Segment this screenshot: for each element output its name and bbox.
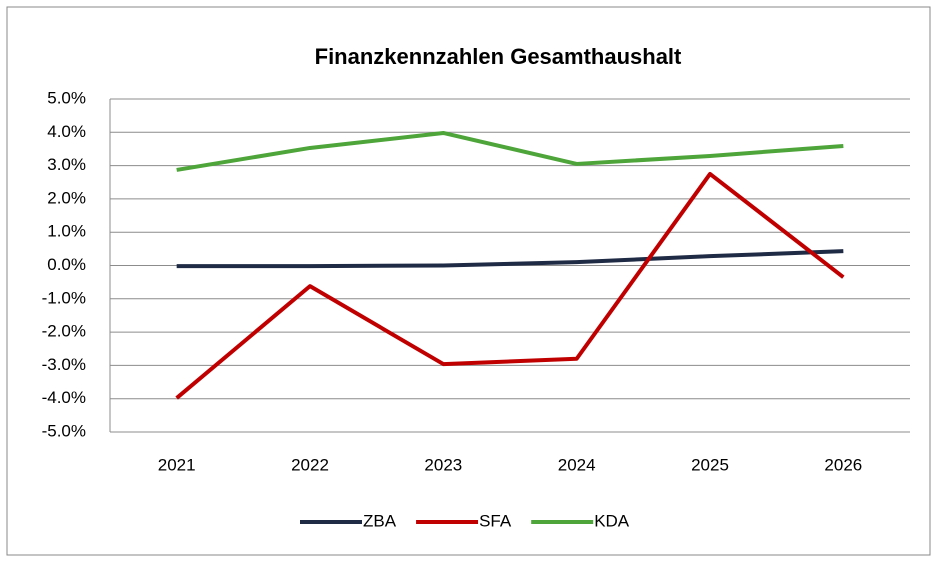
x-tick-label: 2024 bbox=[558, 455, 596, 474]
x-tick-label: 2025 bbox=[691, 455, 729, 474]
y-tick-label: -3.0% bbox=[42, 355, 86, 374]
y-tick-label: 1.0% bbox=[47, 222, 86, 241]
y-tick-label: -2.0% bbox=[42, 322, 86, 341]
y-tick-label: 3.0% bbox=[47, 155, 86, 174]
y-tick-label: 2.0% bbox=[47, 188, 86, 207]
series-line bbox=[176, 130, 844, 172]
y-tick-label: 4.0% bbox=[47, 122, 86, 141]
legend-label: SFA bbox=[479, 511, 512, 530]
x-tick-label: 2023 bbox=[424, 455, 462, 474]
y-tick-label: 5.0% bbox=[47, 88, 86, 107]
y-tick-label: -5.0% bbox=[42, 421, 86, 440]
y-tick-label: -1.0% bbox=[42, 288, 86, 307]
legend-label: ZBA bbox=[363, 511, 397, 530]
chart-frame bbox=[6, 6, 931, 556]
series-line bbox=[176, 249, 844, 269]
x-tick-label: 2021 bbox=[158, 455, 196, 474]
y-tick-label: -4.0% bbox=[42, 388, 86, 407]
x-tick-label: 2022 bbox=[291, 455, 329, 474]
chart-title: Finanzkennzahlen Gesamthaushalt bbox=[315, 44, 682, 69]
legend-label: KDA bbox=[594, 511, 630, 530]
y-tick-label: 0.0% bbox=[47, 255, 86, 274]
series-line bbox=[175, 171, 845, 400]
x-tick-label: 2026 bbox=[824, 455, 862, 474]
